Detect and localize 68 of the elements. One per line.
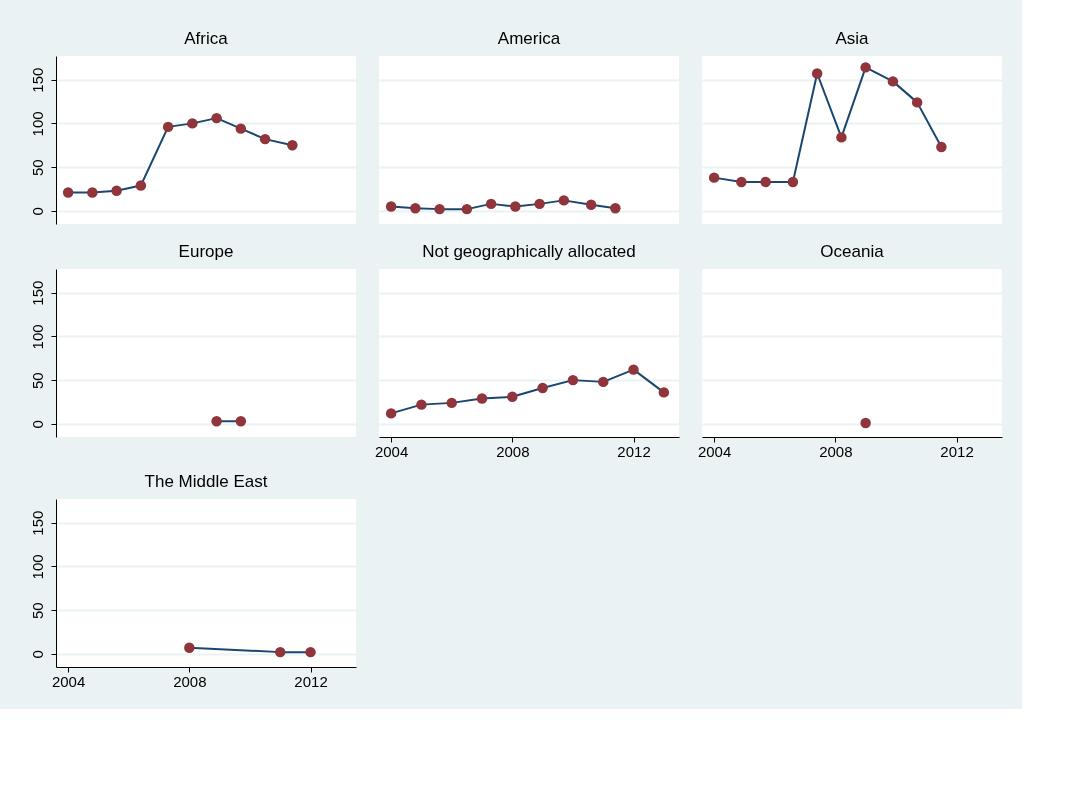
point (911, 97, 923, 108)
y-tick-label: 100 (28, 111, 46, 137)
point (760, 176, 771, 188)
point (534, 198, 545, 210)
x-tick-label: 2008 (173, 672, 207, 690)
y-tick-label: 50 (28, 602, 46, 619)
point (558, 195, 570, 206)
y-tick-label: 0 (28, 420, 46, 429)
y-tick-label: 50 (28, 372, 46, 389)
point (211, 112, 222, 124)
point (708, 172, 720, 183)
x-tick-label: 2012 (940, 442, 974, 460)
x-tick-label: 2012 (617, 442, 651, 460)
y-tick-label: 50 (28, 159, 46, 176)
chart-title: Europe (178, 242, 234, 261)
point (287, 140, 298, 151)
y-tick-label: 100 (28, 554, 46, 580)
point (416, 399, 427, 410)
chart-title: Not geographically allocated (422, 242, 636, 261)
point (936, 141, 947, 153)
point (836, 132, 847, 143)
x-tick-label: 2004 (51, 672, 86, 690)
point (598, 376, 609, 388)
point (507, 391, 518, 402)
point (567, 374, 579, 386)
point (476, 393, 488, 404)
y-tick-label: 100 (28, 324, 46, 350)
chart-title: Oceania (820, 242, 885, 261)
chart-title: America (497, 29, 561, 48)
point (585, 199, 597, 210)
y-tick-label: 0 (28, 207, 46, 216)
point (187, 118, 198, 129)
point (135, 180, 147, 191)
y-tick-label: 0 (28, 650, 46, 659)
y-tick-label: 150 (28, 510, 46, 536)
point (259, 133, 271, 145)
point (811, 68, 823, 79)
point (658, 387, 670, 398)
y-tick-label: 150 (28, 67, 46, 93)
point (787, 176, 799, 188)
point (628, 364, 639, 375)
point (461, 203, 473, 215)
point (610, 203, 621, 214)
point (446, 397, 457, 409)
point (162, 121, 174, 133)
x-tick-label: 2008 (496, 442, 530, 460)
point (235, 123, 247, 134)
y-tick-label: 150 (28, 280, 46, 306)
point (537, 382, 548, 394)
point (434, 203, 445, 215)
chart-title: The Middle East (144, 472, 268, 491)
point (385, 408, 397, 419)
point (485, 198, 497, 210)
point (410, 203, 421, 214)
point (385, 201, 397, 212)
point (736, 176, 747, 188)
point (87, 187, 98, 198)
point (510, 201, 521, 212)
x-tick-label: 2008 (819, 442, 853, 460)
point (111, 185, 122, 196)
x-tick-label: 2012 (294, 672, 328, 690)
point (887, 76, 899, 87)
x-tick-label: 2004 (697, 442, 732, 460)
chart-title: Africa (184, 29, 229, 48)
point (62, 187, 74, 198)
chart-title: Asia (835, 29, 870, 48)
point (860, 62, 871, 73)
x-tick-label: 2004 (374, 442, 409, 460)
